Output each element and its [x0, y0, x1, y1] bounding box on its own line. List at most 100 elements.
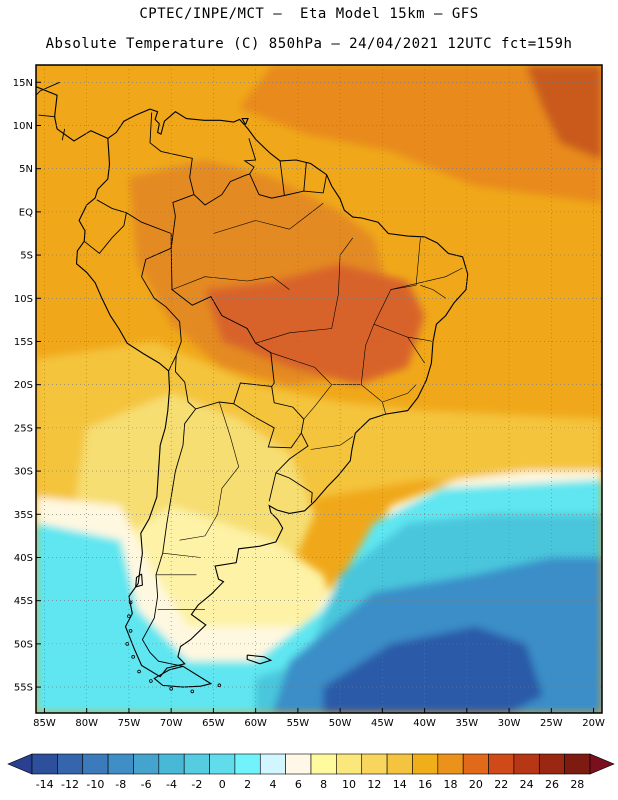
state-border [407, 336, 434, 342]
colorbar-label: -4 [166, 778, 177, 791]
region-tropical-north-ocean [238, 65, 602, 204]
state-border [390, 267, 463, 290]
state-border [213, 202, 324, 234]
colorbar-label: -10 [86, 778, 104, 791]
longitude-axis: 85W 80W 75W 70W 65W 60W 55W 50W 45W 40W 35W 30W 25W 2… [33, 708, 605, 729]
colorbar-swatch [82, 753, 109, 775]
colorbar-swatch [361, 753, 388, 775]
coastline [241, 118, 249, 125]
graticule [36, 65, 602, 713]
lat-tick-label: 10S [14, 294, 33, 305]
colorbar-label: 20 [469, 778, 483, 791]
island [137, 669, 141, 674]
state-border [255, 237, 354, 344]
colorbar-over-arrow [589, 753, 615, 775]
coastline [36, 69, 109, 142]
colorbar-label: -8 [115, 778, 126, 791]
coastline-and-borders [36, 69, 469, 694]
coastline [75, 108, 469, 678]
lon-tick-label: 85W [33, 718, 56, 729]
coastline [246, 654, 273, 665]
lon-tick-label: 55W [287, 718, 310, 729]
colorbar-label: 10 [342, 778, 356, 791]
colorbar-under-arrow [7, 753, 33, 775]
country-border [36, 81, 60, 96]
lat-tick-label: 45S [14, 596, 33, 607]
island [149, 679, 153, 683]
country-border [268, 472, 277, 502]
colorbar-swatch [513, 753, 540, 775]
lat-tick-label: 5N [19, 164, 33, 175]
lat-tick-label: 40S [14, 553, 33, 564]
colorbar-label: -2 [191, 778, 202, 791]
region-caribbean-hot [526, 65, 602, 160]
colorbar: -14 -12 -10 -8 -6 -4 -2 0 2 4 6 8 10 12 14 16 18 20 22 24 26… [7, 753, 615, 791]
colorbar-label: -14 [36, 778, 54, 791]
country-border [279, 160, 285, 196]
colorbar-swatch [57, 753, 84, 775]
island [128, 600, 133, 605]
state-border [270, 352, 386, 415]
plot-frame [35, 64, 603, 714]
country-border [141, 408, 197, 667]
colorbar-swatch [183, 753, 210, 775]
colorbar-label: 0 [219, 778, 226, 791]
lon-tick-label: 45W [371, 718, 394, 729]
lat-tick-label: 35S [14, 510, 33, 521]
colorbar-label: -6 [141, 778, 152, 791]
temperature-field [36, 65, 602, 713]
country-border [193, 173, 250, 206]
lon-tick-label: 30W [498, 718, 521, 729]
lon-tick-label: 80W [75, 718, 98, 729]
colorbar-swatch [412, 753, 439, 775]
colorbar-swatch [31, 753, 58, 775]
country-border [243, 138, 328, 199]
lon-tick-label: 20W [582, 718, 605, 729]
country-border [61, 128, 66, 141]
lon-tick-label: 60W [244, 718, 267, 729]
colorbar-swatch [462, 753, 489, 775]
lat-tick-label: 30S [14, 467, 33, 478]
lat-tick-label: 15S [14, 337, 33, 348]
state-border [171, 276, 290, 290]
lon-tick-label: 75W [118, 718, 141, 729]
colorbar-label: 16 [418, 778, 432, 791]
colorbar-label: 22 [494, 778, 508, 791]
island [190, 689, 195, 694]
chart-title-line1: CPTEC/INPE/MCT – Eta Model 15km – GFS [139, 6, 479, 22]
lon-tick-label: 65W [202, 718, 225, 729]
country-border [38, 114, 56, 118]
lon-tick-label: 50W [329, 718, 352, 729]
country-border [126, 212, 182, 372]
colorbar-label: 26 [545, 778, 559, 791]
state-border [420, 285, 446, 299]
region-cool-front [36, 471, 602, 705]
colorbar-label: 6 [295, 778, 302, 791]
latitude-axis: 15N 10N 5N EQ 5S 10S 15S 20S 25S 30S 35S 40S 45S 50S 5… [13, 78, 41, 694]
region-central-brazil-warm [205, 263, 425, 385]
colorbar-swatch [259, 753, 286, 775]
island [169, 687, 173, 691]
colorbar-swatch [209, 753, 236, 775]
region-coldest-core [323, 626, 543, 713]
country-border [170, 248, 275, 387]
colorbar-label: 18 [444, 778, 458, 791]
lat-tick-label: 55S [14, 683, 33, 694]
state-border [382, 384, 417, 403]
country-border [303, 162, 307, 192]
colorbar-swatch [437, 753, 464, 775]
country-border [149, 112, 195, 249]
colorbar-swatch [564, 753, 591, 775]
colorbar-swatch [158, 753, 185, 775]
colorbar-label: 14 [393, 778, 407, 791]
colorbar-swatch [336, 753, 363, 775]
lat-tick-label: 10N [13, 121, 33, 132]
lat-tick-label: 15N [13, 78, 33, 89]
island [128, 629, 133, 633]
lat-tick-label: 50S [14, 639, 33, 650]
island [131, 655, 135, 659]
lon-tick-label: 35W [456, 718, 479, 729]
colorbar-label: 4 [269, 778, 276, 791]
state-border [360, 237, 421, 385]
